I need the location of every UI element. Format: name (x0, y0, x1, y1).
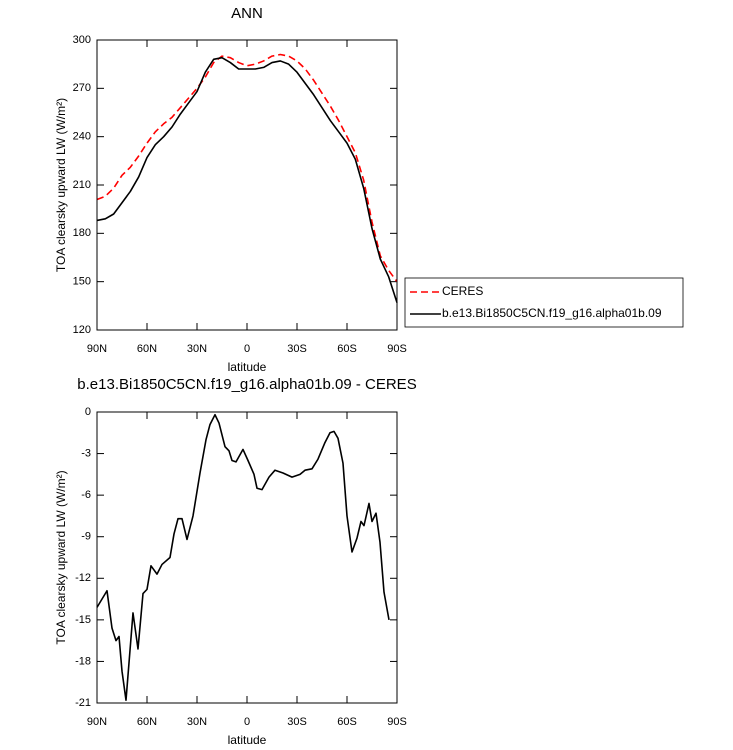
y-tick-label: 0 (85, 406, 91, 418)
x-tick-label: 30N (187, 343, 207, 355)
y-axis-label: TOA clearsky upward LW (W/m²) (54, 470, 68, 644)
y-tick-label: 120 (73, 324, 91, 336)
x-tick-label: 30N (187, 716, 207, 728)
y-tick-label: -12 (75, 572, 91, 584)
y-tick-label: 210 (73, 179, 91, 191)
y-tick-label: -9 (81, 531, 91, 543)
y-tick-label: 240 (73, 131, 91, 143)
plot-frame (96, 411, 398, 704)
y-axis-label: TOA clearsky upward LW (W/m²) (54, 98, 68, 272)
y-tick-label: 150 (73, 276, 91, 288)
y-tick-label: 180 (73, 227, 91, 239)
legend-label: CERES (442, 284, 483, 298)
x-tick-label: 30S (287, 716, 307, 728)
y-tick-label: -21 (75, 697, 91, 709)
legend-label: b.e13.Bi1850C5CN.f19_g16.alpha01b.09 (442, 306, 662, 320)
x-tick-label: 90S (387, 716, 407, 728)
x-tick-label: 90S (387, 343, 407, 355)
y-tick-label: -15 (75, 614, 91, 626)
x-axis-label: latitude (228, 733, 267, 747)
x-axis-label: latitude (228, 360, 267, 374)
y-tick-label: -18 (75, 655, 91, 667)
x-tick-label: 30S (287, 343, 307, 355)
y-tick-label: -3 (81, 447, 91, 459)
x-tick-label: 90N (87, 716, 107, 728)
series-line (96, 56, 398, 303)
series-line (96, 413, 390, 702)
plot-frame (96, 39, 398, 331)
legend-box (404, 277, 684, 328)
x-tick-label: 60S (337, 343, 357, 355)
x-tick-label: 60S (337, 716, 357, 728)
chart-title: b.e13.Bi1850C5CN.f19_g16.alpha01b.09 - C… (77, 376, 416, 393)
y-tick-label: -6 (81, 489, 91, 501)
x-tick-label: 90N (87, 343, 107, 355)
x-tick-label: 0 (244, 716, 250, 728)
x-tick-label: 60N (137, 343, 157, 355)
x-tick-label: 60N (137, 716, 157, 728)
y-tick-label: 300 (73, 34, 91, 46)
chart-title: ANN (231, 5, 263, 22)
y-tick-label: 270 (73, 82, 91, 94)
x-tick-label: 0 (244, 343, 250, 355)
series-line (96, 53, 398, 283)
